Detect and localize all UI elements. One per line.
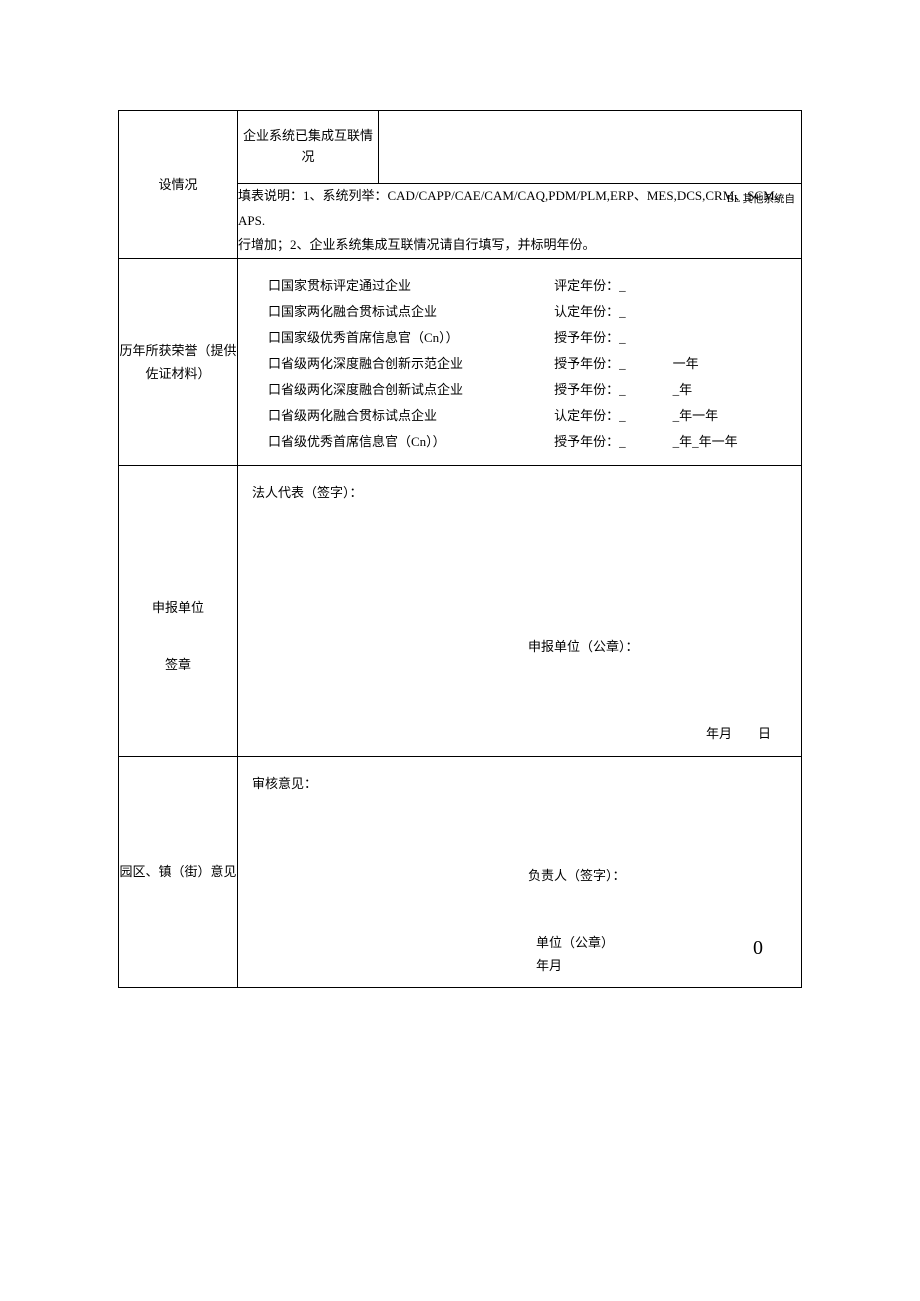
sign-left-line2: 签章 (119, 653, 237, 676)
honors-item: 口省级优秀首席信息官（Cn）） 授予年份：_ _年_年一年 (268, 429, 791, 455)
cell-left-sign: 申报单位 签章 (119, 466, 238, 757)
honors-label: 口省级优秀首席信息官（Cn）） (268, 429, 554, 455)
review-leader: 负责人（签字）： (528, 865, 626, 884)
sign-content: 法人代表（签字）： 申报单位（公章）： 年月 日 (238, 466, 801, 756)
cell-honors-content: 口国家贯标评定通过企业 评定年份：_ 口国家两化融合贯标试点企业 认定年份：_ … (238, 259, 802, 466)
review-date: 年月 (536, 955, 562, 974)
review-content: 审核意见： 负责人（签字）： 单位（公章） 年月 0 (238, 757, 801, 987)
honors-year: 认定年份：_ (554, 299, 672, 325)
honors-item: 口国家级优秀首席信息官（Cn）） 授予年份：_ (268, 325, 791, 351)
honors-item: 口国家两化融合贯标试点企业 认定年份：_ (268, 299, 791, 325)
honors-label: 口省级两化融合贯标试点企业 (268, 403, 554, 429)
row-sign: 申报单位 签章 法人代表（签字）： 申报单位（公章）： 年月 日 (119, 466, 802, 757)
honors-extra: _年一年 (673, 403, 791, 429)
cell-sign-content: 法人代表（签字）： 申报单位（公章）： 年月 日 (238, 466, 802, 757)
honors-year: 授予年份：_ (554, 351, 672, 377)
review-opinion: 审核意见： (252, 773, 791, 792)
page: 设情况 企业系统已集成互联情况 BL 其他系统自 填表说明：1、系统列举：CAD… (0, 0, 920, 1301)
cell-sys-blank (379, 111, 802, 184)
honors-year: 授予年份：_ (554, 429, 672, 455)
sign-legal: 法人代表（签字）： (252, 482, 791, 501)
honors-item: 口省级两化深度融合创新试点企业 授予年份：_ _年 (268, 377, 791, 403)
honors-item: 口省级两化深度融合创新示范企业 授予年份：_ 一年 (268, 351, 791, 377)
sign-left-line1: 申报单位 (119, 596, 237, 619)
form-table: 设情况 企业系统已集成互联情况 BL 其他系统自 填表说明：1、系统列举：CAD… (118, 110, 802, 988)
honors-extra (673, 273, 791, 299)
review-unit-seal: 单位（公章） (536, 932, 614, 951)
honors-label: 口省级两化深度融合创新试点企业 (268, 377, 554, 403)
honors-extra: 一年 (673, 351, 791, 377)
note-bl: BL 其他系统自 (727, 190, 795, 210)
honors-list: 口国家贯标评定通过企业 评定年份：_ 口国家两化融合贯标试点企业 认定年份：_ … (238, 259, 801, 465)
cell-sys-label: 企业系统已集成互联情况 (238, 111, 379, 184)
cell-left-review: 园区、镇（街）意见 (119, 757, 238, 988)
cell-review-content: 审核意见： 负责人（签字）： 单位（公章） 年月 0 (238, 757, 802, 988)
honors-year: 授予年份：_ (554, 377, 672, 403)
sign-date: 年月 日 (706, 723, 771, 742)
honors-extra: _年 (673, 377, 791, 403)
honors-label: 口国家贯标评定通过企业 (268, 273, 554, 299)
honors-label: 口国家两化融合贯标试点企业 (268, 299, 554, 325)
honors-year: 评定年份：_ (554, 273, 672, 299)
honors-label: 口省级两化深度融合创新示范企业 (268, 351, 554, 377)
honors-year: 授予年份：_ (554, 325, 672, 351)
row-review: 园区、镇（街）意见 审核意见： 负责人（签字）： 单位（公章） 年月 0 (119, 757, 802, 988)
honors-item: 口国家贯标评定通过企业 评定年份：_ (268, 273, 791, 299)
cell-left-system: 设情况 (119, 111, 238, 259)
row-honors: 历年所获荣誉（提供佐证材料） 口国家贯标评定通过企业 评定年份：_ 口国家两化融… (119, 259, 802, 466)
honors-extra (673, 325, 791, 351)
note-line1: 填表说明：1、系统列举：CAD/CAPP/CAE/CAM/CAQ,PDM/PLM… (238, 184, 801, 233)
honors-label: 口国家级优秀首席信息官（Cn）） (268, 325, 554, 351)
row-system: 设情况 企业系统已集成互联情况 (119, 111, 802, 184)
honors-year: 认定年份：_ (554, 403, 672, 429)
honors-extra: _年_年一年 (673, 429, 791, 455)
cell-left-honors: 历年所获荣誉（提供佐证材料） (119, 259, 238, 466)
review-zero: 0 (753, 937, 763, 960)
honors-extra (673, 299, 791, 325)
sign-seal: 申报单位（公章）： (528, 636, 639, 655)
note-line2: 行增加；2、企业系统集成互联情况请自行填写，并标明年份。 (238, 233, 801, 258)
honors-item: 口省级两化融合贯标试点企业 认定年份：_ _年一年 (268, 403, 791, 429)
cell-note: BL 其他系统自 填表说明：1、系统列举：CAD/CAPP/CAE/CAM/CA… (238, 184, 802, 259)
